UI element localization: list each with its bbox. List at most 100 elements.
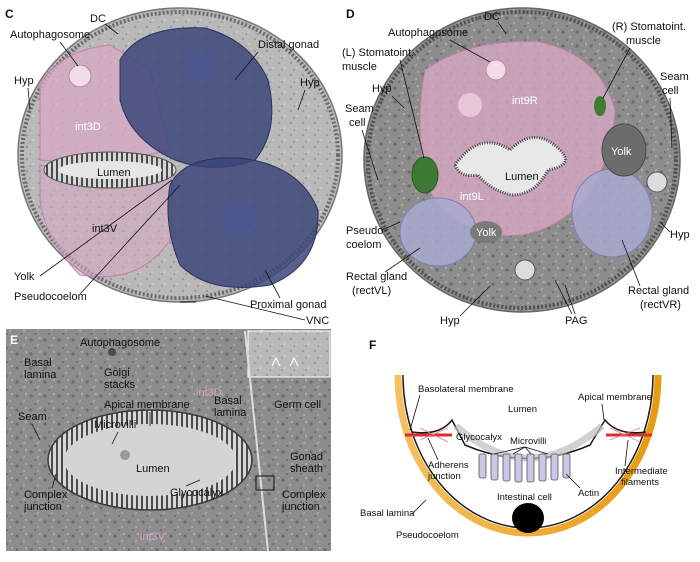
d-label-yolk-center: Yolk [476, 227, 497, 239]
d-label-rect-vr-2: (rectVR) [640, 299, 681, 311]
c-distal-gonad [119, 27, 273, 168]
c-cuticle-rim [20, 10, 340, 300]
e-label-autophagosome: Autophagosome [80, 337, 160, 349]
e-lumen-particle [120, 450, 130, 460]
e-label-basal-lamina-right-1: Basal [214, 395, 242, 407]
d-pag-vesicle [514, 259, 536, 281]
e-label-golgi-2: stacks [104, 379, 136, 391]
d-l-muscle [411, 156, 439, 194]
e-label-golgi-1: Golgi [104, 367, 130, 379]
d-leader-seam-left [361, 129, 379, 181]
f-label-lumen: Lumen [508, 404, 537, 415]
e-complex-box [255, 475, 275, 491]
f-label-actin: Actin [578, 488, 599, 499]
d-vesicle [458, 93, 482, 117]
d-leader-hyp-right [659, 221, 671, 233]
c-label-lumen: Lumen [97, 167, 131, 179]
c-leader-pseudocoelom [79, 184, 181, 295]
d-leader-autophagosome [449, 39, 491, 63]
e-label-int3d: int3D [196, 387, 222, 399]
c-autophagosome [68, 64, 92, 88]
d-leader-rect-vr [621, 239, 641, 287]
e-leader-seam [31, 423, 41, 441]
d-leader-pseudo [381, 221, 401, 231]
c-leader-proximal-gonad [264, 269, 281, 299]
panel-letter-f: F [369, 338, 376, 352]
d-r-muscle [594, 96, 606, 116]
panel-letter-e: E [10, 333, 18, 347]
d-label-autophagosome: Autophagosome [388, 27, 468, 39]
f-label-basolateral-membrane: Basolateral membrane [418, 384, 514, 395]
c-label-vnc: VNC [306, 315, 329, 327]
c-leader-distal-gonad [234, 51, 259, 81]
d-autophagosome [485, 59, 507, 81]
d-label-r-stomatoint: (R) Stomatoint. [612, 21, 686, 33]
d-label-hyp-right: Hyp [670, 229, 690, 241]
d-lumen [453, 136, 567, 197]
f-label-glycocalyx: Glycocalyx [456, 432, 502, 443]
f-leader-adherens [427, 437, 439, 461]
c-label-hyp-left: Hyp [14, 75, 34, 87]
d-label-seam-left-2: cell [349, 117, 366, 129]
c-leader-yolk [39, 179, 173, 277]
d-leader-dc [497, 21, 507, 35]
c-leader-dc [104, 23, 119, 35]
panel-letter-d: D [346, 7, 355, 21]
f-label-adherens-2: junction [427, 471, 461, 482]
f-leader-microvilli [493, 446, 549, 455]
e-lumen [64, 424, 236, 496]
f-leader-apical [601, 403, 605, 421]
panel-letter-c: C [5, 7, 14, 21]
e-label-basal-lamina-left-2: lamina [24, 369, 57, 381]
d-label-pseudo-2: coelom [346, 239, 381, 251]
d-leader-r-muscle [602, 47, 631, 99]
c-gonad-nucleus [186, 51, 214, 79]
f-label-basal-lamina: Basal lamina [360, 508, 415, 519]
c-label-hyp-right: Hyp [300, 77, 320, 89]
d-label-r-muscle: muscle [626, 35, 661, 47]
c-label-proximal-gonad: Proximal gonad [250, 299, 326, 311]
f-label-apical-membrane: Apical membrane [578, 392, 652, 403]
e-inset [247, 330, 331, 378]
c-int3v-cell [39, 164, 176, 278]
f-label-intermediate-1: Intermediate [615, 466, 668, 477]
d-leader-seam-right [669, 97, 673, 149]
e-leader-microvilli [111, 431, 119, 445]
d-leader-rect-vl [384, 247, 421, 273]
e-label-complex-left-1: Complex [24, 489, 68, 501]
e-label-germ-cell: Germ cell [274, 399, 321, 411]
d-label-seam-right-2: cell [662, 85, 679, 97]
d-label-rect-vr-1: Rectal gland [628, 285, 689, 297]
e-label-complex-right-2: junction [281, 501, 320, 513]
f-leader-intermediate [624, 439, 629, 467]
f-label-intestinal-cell: Intestinal cell [497, 492, 552, 503]
c-label-yolk: Yolk [14, 271, 35, 283]
d-yolk-right [601, 123, 647, 177]
e-label-glycocalyx: Glycocalyx [170, 487, 224, 499]
d-label-rect-vl-1: Rectal gland [346, 271, 407, 283]
panel-e: E Autophagosome Basal lamina Golgi stack… [6, 329, 331, 552]
d-label-l-stomatoint: (L) Stomatoint. [342, 47, 414, 59]
c-gonad-nucleus-2 [222, 202, 258, 238]
c-label-int3d: int3D [75, 121, 101, 133]
e-label-basal-lamina-left-1: Basal [24, 357, 52, 369]
d-label-seam-right-1: Seam [660, 71, 689, 83]
c-label-pseudocoelom: Pseudocoelom [14, 291, 87, 303]
f-label-pseudocoelom: Pseudocoelom [396, 530, 459, 541]
c-leader-hyp-right [297, 89, 306, 111]
d-yolk-center [470, 221, 502, 243]
d-label-lumen: Lumen [505, 171, 539, 183]
e-basal-lamina-line [244, 330, 269, 552]
e-label-int3v: int3V [140, 531, 166, 543]
d-label-hyp-bottom: Hyp [440, 315, 460, 327]
e-label-microvilli: Microvilli [94, 419, 136, 431]
e-label-seam: Seam [18, 411, 47, 423]
d-rect-vr [571, 168, 653, 258]
e-label-complex-left-2: junction [23, 501, 62, 513]
f-label-intermediate-2: filaments [621, 477, 659, 488]
e-label-gonad-sheath-2: sheath [290, 463, 323, 475]
c-label-autophagosome: Autophagosome [10, 29, 90, 41]
e-autophagosome-dot [108, 348, 116, 356]
d-leader-hyp-top [391, 95, 405, 109]
